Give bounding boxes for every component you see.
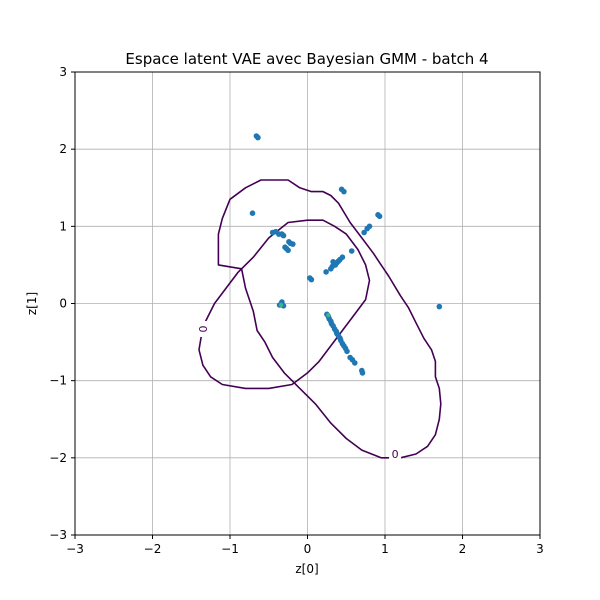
data-point-57 xyxy=(359,370,366,376)
x-tick-label-6: 3 xyxy=(536,542,544,556)
x-axis-label: z[0] xyxy=(295,562,318,576)
x-tick-label-5: 2 xyxy=(459,542,467,556)
scatter-points xyxy=(249,133,443,376)
highlight-point-0 xyxy=(278,302,284,308)
y-tick-label-5: 2 xyxy=(59,142,67,156)
contour-label-1: 0 xyxy=(392,448,399,461)
contour-line-1 xyxy=(198,219,371,390)
contour-lines: 00 xyxy=(196,179,442,462)
chart-title: Espace latent VAE avec Bayesian GMM - ba… xyxy=(125,50,488,68)
y-axis-label: z[1] xyxy=(25,292,39,315)
data-point-20 xyxy=(285,247,291,254)
data-point-14 xyxy=(280,232,287,239)
y-tick-label-6: 3 xyxy=(59,65,67,79)
data-point-6 xyxy=(249,210,256,216)
data-point-29 xyxy=(330,259,336,265)
y-tick-label-4: 1 xyxy=(59,219,67,233)
data-point-9 xyxy=(361,229,367,236)
contour-line-0 xyxy=(217,179,442,459)
x-tick-label-4: 1 xyxy=(381,542,389,556)
data-point-55 xyxy=(352,360,358,366)
data-point-21 xyxy=(348,248,355,254)
grid xyxy=(74,71,541,536)
data-point-17 xyxy=(290,241,296,247)
y-tick-label-0: −3 xyxy=(49,528,67,542)
x-tick-label-0: −3 xyxy=(66,542,84,556)
x-tick-label-3: 0 xyxy=(304,542,312,556)
contour-label-bg-0 xyxy=(196,320,209,337)
data-point-33 xyxy=(436,303,443,310)
data-point-52 xyxy=(344,348,350,355)
data-point-32 xyxy=(308,276,315,283)
data-point-30 xyxy=(323,269,329,275)
data-point-1 xyxy=(255,134,261,141)
x-tick-label-1: −2 xyxy=(144,542,162,556)
contour-label-0: 0 xyxy=(197,325,210,332)
y-tick-label-3: 0 xyxy=(59,297,67,311)
y-tick-label-1: −2 xyxy=(49,451,67,465)
y-tick-label-2: −1 xyxy=(49,374,67,388)
data-point-8 xyxy=(364,225,371,232)
contour-label-bg-1 xyxy=(389,445,402,462)
highlight-point-1 xyxy=(326,312,331,318)
data-point-28 xyxy=(328,266,334,272)
axis-ticks: −3 −2 −1 0 1 2 3 −3 −2 −1 0 1 2 3 xyxy=(49,65,544,556)
data-point-5 xyxy=(376,213,383,220)
data-point-3 xyxy=(341,188,347,195)
x-tick-label-2: −1 xyxy=(221,542,239,556)
